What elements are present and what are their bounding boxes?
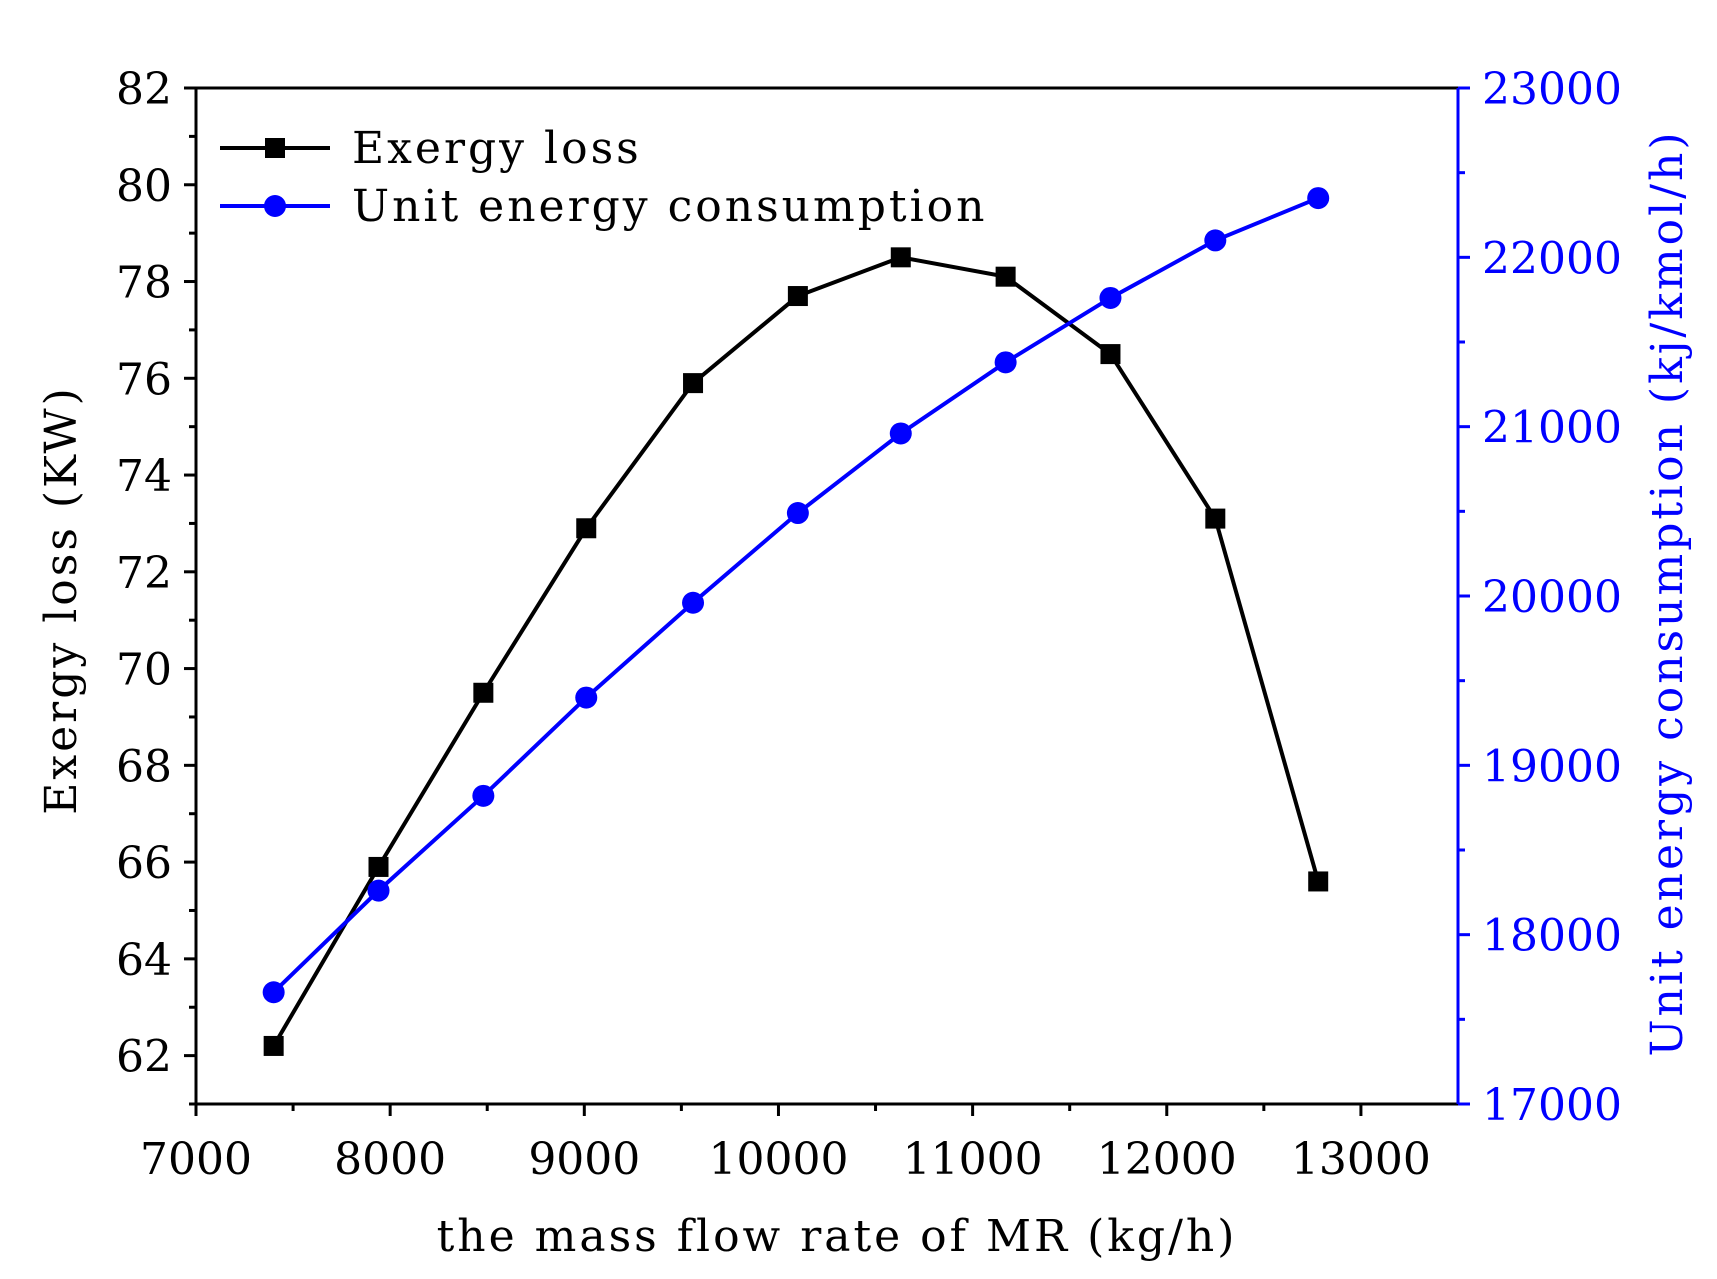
y-left-tick-label: 72 <box>116 548 172 599</box>
y-left-tick-label: 62 <box>116 1032 172 1083</box>
y-left-tick-label: 70 <box>116 645 172 696</box>
legend-marker-exergy-loss <box>265 138 285 158</box>
data-point-unit-energy-consumption <box>889 422 912 445</box>
data-point-unit-energy-consumption <box>262 981 285 1004</box>
data-point-exergy-loss <box>1205 508 1226 529</box>
y-right-tick-label: 19000 <box>1482 741 1622 792</box>
y-left-tick-label: 68 <box>116 741 172 792</box>
y-axis-left-title: Exergy loss (KW) <box>36 385 87 815</box>
data-point-exergy-loss <box>576 518 597 539</box>
y-left-tick-label: 64 <box>116 935 172 986</box>
legend-label-unit-energy-consumption: Unit energy consumption <box>352 181 987 232</box>
y-left-tick-label: 74 <box>116 451 172 502</box>
x-tick-label: 13000 <box>1291 1134 1431 1185</box>
y-left-tick-label: 80 <box>116 161 172 212</box>
y-left-tick-label: 66 <box>116 838 172 889</box>
y-axis-right-title: Unit energy consumption (kj/kmol/h) <box>1642 129 1693 1056</box>
data-point-exergy-loss <box>263 1035 284 1056</box>
y-right-tick-label: 17000 <box>1482 1080 1622 1131</box>
y-right-tick-label: 21000 <box>1482 403 1622 454</box>
x-tick-label: 7000 <box>140 1134 252 1185</box>
y-right-tick-label: 22000 <box>1482 233 1622 284</box>
y-right-tick-label: 18000 <box>1482 911 1622 962</box>
y-left-tick-label: 76 <box>116 354 172 405</box>
data-point-exergy-loss <box>683 373 704 394</box>
data-point-exergy-loss <box>787 286 808 307</box>
data-point-unit-energy-consumption <box>367 879 390 902</box>
x-tick-label: 10000 <box>708 1134 848 1185</box>
data-point-exergy-loss <box>1100 344 1121 365</box>
data-point-unit-energy-consumption <box>1307 187 1330 210</box>
x-tick-label: 12000 <box>1097 1134 1237 1185</box>
data-point-exergy-loss <box>890 247 911 268</box>
data-point-exergy-loss <box>368 856 389 877</box>
y-right-tick-label: 23000 <box>1482 64 1622 115</box>
x-tick-label: 11000 <box>903 1134 1043 1185</box>
data-point-exergy-loss <box>995 266 1016 287</box>
data-point-unit-energy-consumption <box>1099 286 1122 309</box>
data-point-unit-energy-consumption <box>1204 229 1227 252</box>
data-point-unit-energy-consumption <box>786 502 809 525</box>
x-tick-label: 8000 <box>334 1134 446 1185</box>
data-point-unit-energy-consumption <box>682 591 705 614</box>
legend-label-exergy-loss: Exergy loss <box>352 123 642 174</box>
y-left-tick-label: 82 <box>116 64 172 115</box>
x-axis-title: the mass flow rate of MR (kg/h) <box>437 1211 1238 1262</box>
plot-area: 7000 8000 9000 10000 11000 12000 13000 62 64 66 68… <box>36 64 1693 1262</box>
data-point-exergy-loss <box>473 682 494 703</box>
data-point-unit-energy-consumption <box>994 351 1017 374</box>
data-point-exergy-loss <box>1308 871 1329 892</box>
y-left-tick-label: 78 <box>116 258 172 309</box>
x-tick-label: 9000 <box>528 1134 640 1185</box>
legend-marker-unit-energy-consumption <box>264 195 286 217</box>
data-point-unit-energy-consumption <box>575 686 598 709</box>
data-point-unit-energy-consumption <box>472 784 495 807</box>
y-right-tick-label: 20000 <box>1482 572 1622 623</box>
